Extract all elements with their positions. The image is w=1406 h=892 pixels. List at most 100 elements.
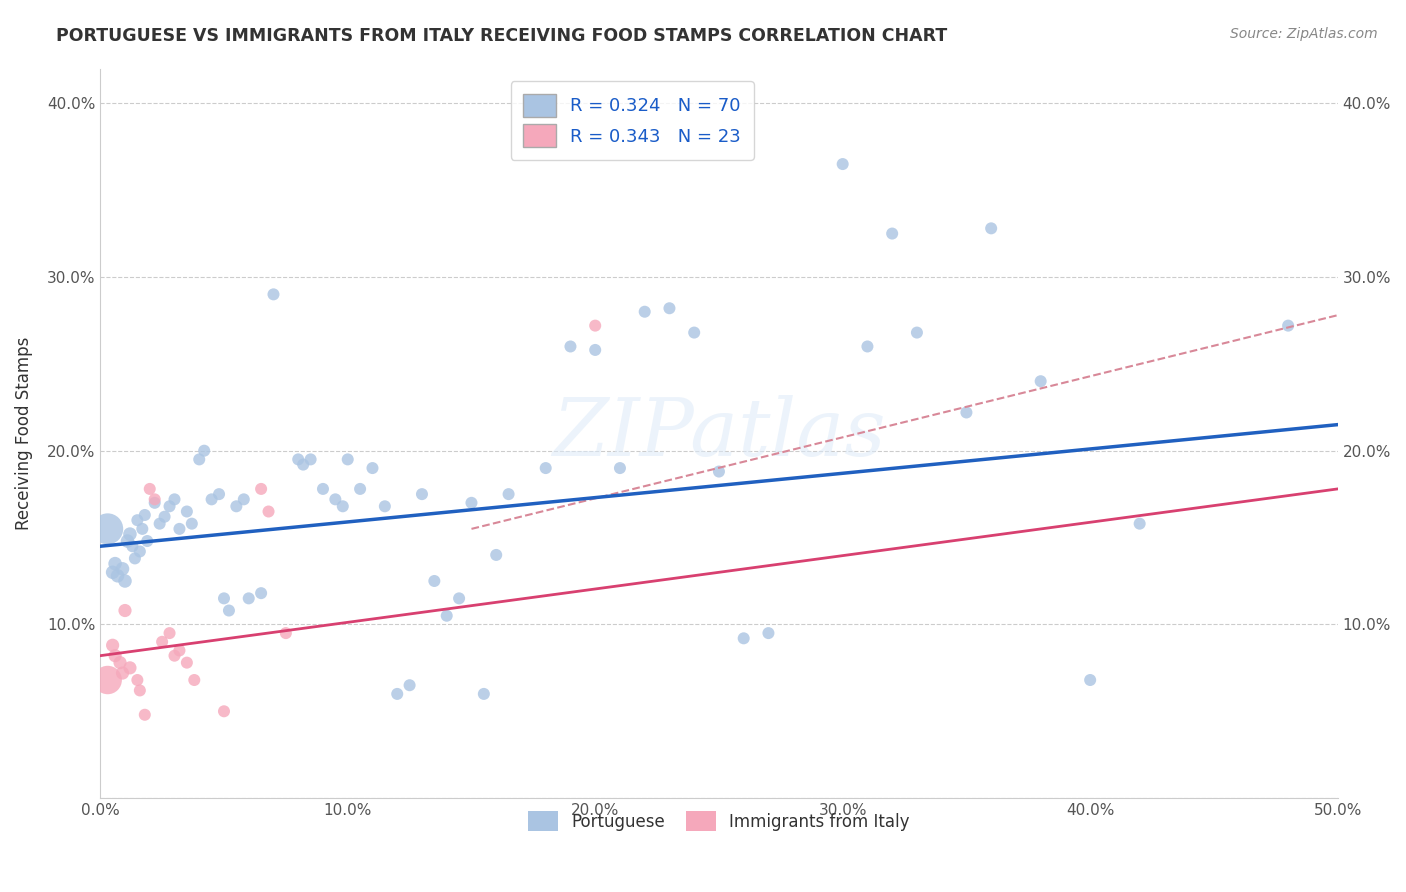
Point (159, 500, 181, 514)
Point (208, 487, 231, 501)
Point (609, 461, 631, 475)
Point (257, 504, 280, 518)
Point (658, 301, 681, 316)
Point (449, 591, 471, 606)
Point (436, 608, 458, 623)
Point (139, 482, 162, 496)
Point (193, 443, 215, 458)
Point (176, 656, 198, 670)
Point (707, 465, 730, 479)
Point (349, 482, 371, 496)
Point (118, 661, 141, 675)
Point (472, 687, 495, 701)
Point (398, 678, 420, 692)
Point (124, 551, 146, 566)
Point (299, 452, 322, 467)
Point (201, 492, 224, 507)
Point (1277, 318, 1299, 333)
Point (114, 574, 136, 588)
Point (180, 516, 202, 531)
Point (101, 638, 124, 652)
Point (856, 339, 879, 353)
Y-axis label: Receiving Food Stamps: Receiving Food Stamps (15, 336, 32, 530)
Text: PORTUGUESE VS IMMIGRANTS FROM ITALY RECEIVING FOOD STAMPS CORRELATION CHART: PORTUGUESE VS IMMIGRANTS FROM ITALY RECE… (56, 27, 948, 45)
Point (131, 522, 153, 536)
Point (159, 626, 181, 640)
Point (163, 492, 186, 507)
Point (97, 522, 120, 536)
Point (149, 516, 172, 531)
Point (498, 487, 520, 501)
Point (905, 326, 928, 340)
Point (150, 634, 173, 648)
Point (107, 568, 129, 582)
Point (274, 626, 297, 640)
Point (134, 707, 156, 722)
Point (560, 339, 582, 353)
Point (238, 591, 260, 606)
Point (169, 643, 191, 657)
Point (143, 496, 166, 510)
Point (534, 461, 557, 475)
Point (104, 557, 127, 571)
Point (118, 527, 141, 541)
Point (127, 673, 149, 687)
Point (176, 504, 198, 518)
Point (128, 683, 150, 698)
Point (128, 544, 150, 558)
Point (374, 500, 396, 514)
Point (212, 704, 235, 718)
Point (361, 461, 384, 475)
Point (882, 227, 904, 241)
Point (225, 500, 247, 514)
Point (104, 648, 127, 663)
Point (332, 500, 354, 514)
Point (1129, 516, 1152, 531)
Point (460, 496, 482, 510)
Point (312, 482, 335, 496)
Point (387, 687, 409, 701)
Point (188, 452, 211, 467)
Point (143, 492, 166, 507)
Point (583, 343, 606, 357)
Point (287, 452, 309, 467)
Point (232, 492, 254, 507)
Point (117, 534, 139, 549)
Legend: Portuguese, Immigrants from Italy: Portuguese, Immigrants from Italy (515, 797, 922, 845)
Point (153, 509, 176, 524)
Point (108, 656, 131, 670)
Point (134, 508, 156, 522)
Point (1029, 374, 1052, 388)
Text: ZIPatlas: ZIPatlas (553, 394, 886, 472)
Point (169, 522, 191, 536)
Point (831, 157, 853, 171)
Point (634, 304, 657, 318)
Point (250, 586, 273, 600)
Point (980, 221, 1002, 235)
Point (163, 648, 186, 663)
Point (212, 591, 235, 606)
Point (292, 458, 315, 472)
Text: Source: ZipAtlas.com: Source: ZipAtlas.com (1230, 27, 1378, 41)
Point (127, 513, 149, 527)
Point (1078, 673, 1101, 687)
Point (218, 603, 240, 617)
Point (121, 539, 143, 553)
Point (955, 405, 977, 419)
Point (325, 492, 347, 507)
Point (183, 673, 205, 687)
Point (101, 566, 124, 580)
Point (485, 548, 508, 562)
Point (136, 534, 159, 549)
Point (114, 603, 136, 617)
Point (733, 632, 755, 646)
Point (411, 487, 433, 501)
Point (263, 287, 285, 301)
Point (758, 626, 780, 640)
Point (97, 673, 120, 687)
Point (683, 326, 706, 340)
Point (336, 452, 359, 467)
Point (250, 482, 273, 496)
Point (111, 666, 134, 681)
Point (111, 562, 134, 576)
